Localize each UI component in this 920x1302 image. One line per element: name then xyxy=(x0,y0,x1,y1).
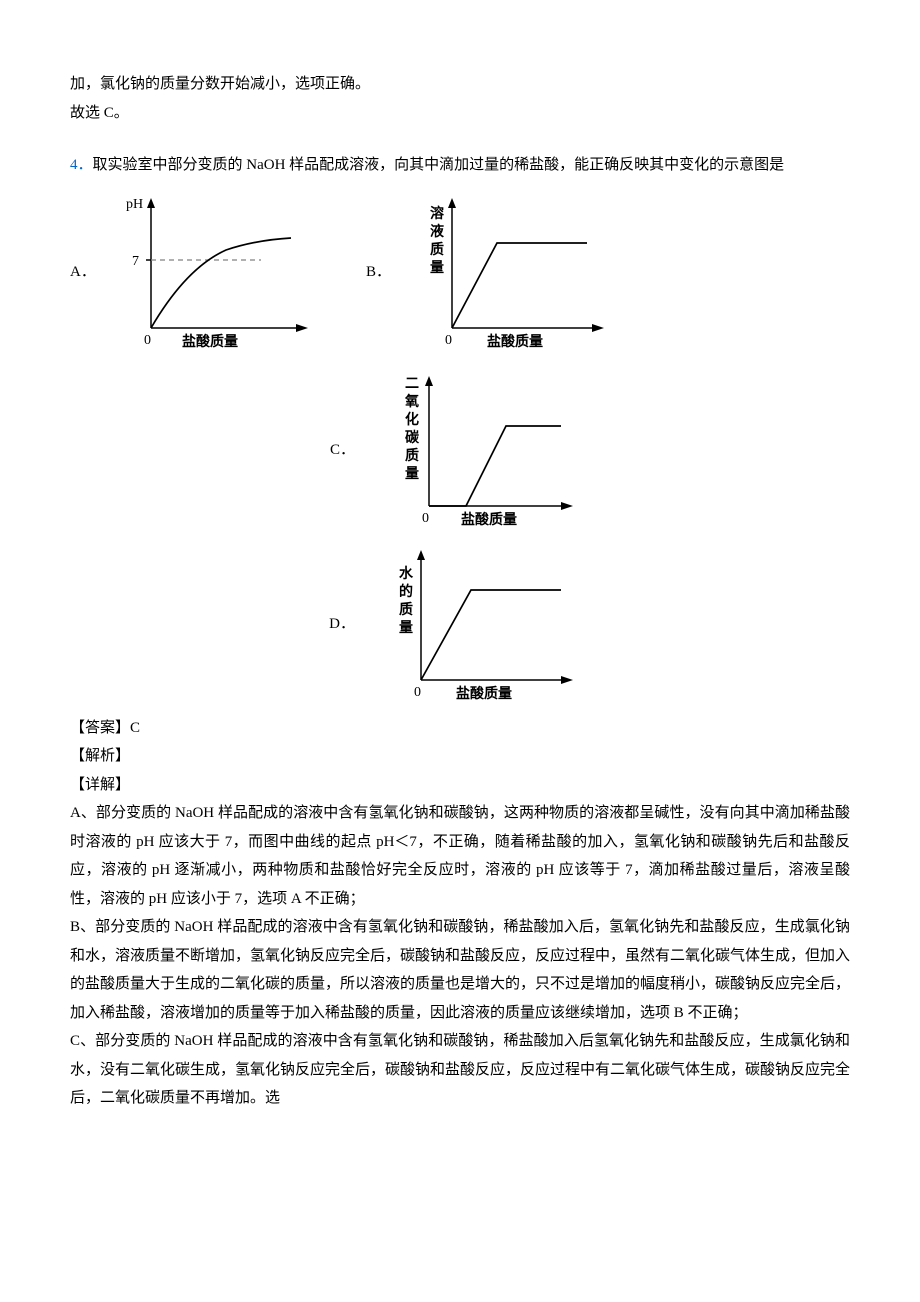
chart-d-xlabel: 盐酸质量 xyxy=(456,685,512,702)
chart-b-svg: 溶 液 质 量 0 盐酸质量 xyxy=(392,188,622,358)
explanation-b: B、部分变质的 NaOH 样品配成的溶液中含有氢氧化钠和碳酸钠，稀盐酸加入后，氢… xyxy=(70,913,850,1027)
question-text: 4．取实验室中部分变质的 NaOH 样品配成溶液，向其中滴加过量的稀盐酸，能正确… xyxy=(70,151,850,180)
chart-c-yl-0: 二 xyxy=(405,377,419,392)
chart-c-yl-4: 质 xyxy=(405,447,419,464)
chart-c-yl-1: 氧 xyxy=(404,393,419,410)
chart-c-yl-2: 化 xyxy=(405,411,419,428)
graph-c: 二 氧 化 碳 质 量 0 盐酸质量 xyxy=(361,366,591,536)
chart-b-yl-3: 量 xyxy=(430,260,444,276)
chart-a-ytick: 7 xyxy=(132,254,139,269)
chart-d-yl-0: 水 xyxy=(399,565,414,582)
xiangjie-line: 【详解】 xyxy=(70,771,850,800)
chart-d-yl-1: 的 xyxy=(399,583,413,600)
chart-b-zero: 0 xyxy=(445,333,452,348)
graph-d: 水 的 质 量 0 盐酸质量 xyxy=(361,540,591,710)
chart-c-zero: 0 xyxy=(422,511,429,526)
chart-a-svg: pH 7 0 盐酸质量 xyxy=(96,188,326,358)
jiexi-line: 【解析】 xyxy=(70,742,850,771)
chart-d-yl-3: 量 xyxy=(399,620,413,636)
chart-c-yl-5: 量 xyxy=(405,466,419,482)
options-row-d: D． 水 的 质 量 0 盐酸质量 xyxy=(70,540,850,710)
chart-d-zero: 0 xyxy=(414,685,421,700)
graph-b: 溶 液 质 量 0 盐酸质量 xyxy=(392,188,622,358)
chart-a-zero: 0 xyxy=(144,333,151,348)
option-label-a: A． xyxy=(70,258,96,287)
chart-c-xlabel: 盐酸质量 xyxy=(461,511,517,528)
chart-a-xlabel: 盐酸质量 xyxy=(182,333,238,350)
option-label-b: B． xyxy=(366,258,392,287)
chart-c-svg: 二 氧 化 碳 质 量 0 盐酸质量 xyxy=(361,366,591,536)
chart-b-yl-1: 液 xyxy=(430,223,445,240)
chart-b-yl-0: 溶 xyxy=(430,205,444,222)
chart-b-yl-2: 质 xyxy=(430,241,444,258)
question-body: 取实验室中部分变质的 NaOH 样品配成溶液，向其中滴加过量的稀盐酸，能正确反映… xyxy=(93,157,785,173)
question-number: 4． xyxy=(70,157,93,173)
chart-a-ylabel: pH xyxy=(126,197,143,212)
intro-line-1: 加，氯化钠的质量分数开始减小，选项正确。 xyxy=(70,70,850,99)
explanation-a: A、部分变质的 NaOH 样品配成的溶液中含有氢氧化钠和碳酸钠，这两种物质的溶液… xyxy=(70,799,850,913)
graph-a: pH 7 0 盐酸质量 xyxy=(96,188,326,358)
chart-c-yl-3: 碳 xyxy=(405,429,420,446)
explanation-c: C、部分变质的 NaOH 样品配成的溶液中含有氢氧化钠和碳酸钠，稀盐酸加入后氢氧… xyxy=(70,1027,850,1113)
options-row-ab: A． pH 7 0 盐酸质量 xyxy=(70,188,850,358)
intro-line-2: 故选 C。 xyxy=(70,99,850,128)
chart-d-yl-2: 质 xyxy=(399,601,413,618)
option-label-c: C． xyxy=(329,436,355,465)
chart-d-svg: 水 的 质 量 0 盐酸质量 xyxy=(361,540,591,710)
options-row-c: C． 二 氧 化 碳 质 量 0 盐酸质量 xyxy=(70,366,850,536)
option-label-d: D． xyxy=(329,610,355,639)
answer-line: 【答案】C xyxy=(70,714,850,743)
chart-b-xlabel: 盐酸质量 xyxy=(487,333,543,350)
